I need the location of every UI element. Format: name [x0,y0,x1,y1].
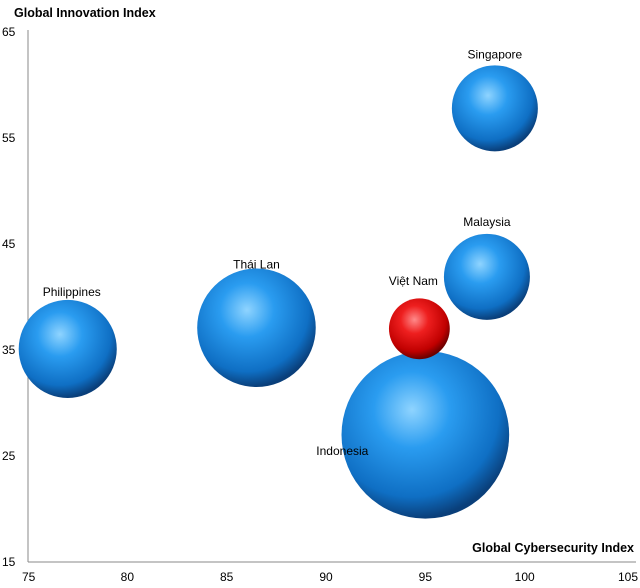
bubble-point [388,298,450,360]
bubble-point [197,268,316,388]
bubble-label: Thái Lan [233,258,280,272]
bubbles: Singapore Malaysia Việt Nam Thái Lan Philipp… [18,47,538,519]
bubble-point [443,233,530,320]
bubble-point [18,299,117,398]
bubble-label: Malaysia [463,215,511,229]
y-tick-label: 65 [2,25,16,39]
x-tick-label: 85 [220,570,234,584]
bubble-point [341,350,510,519]
y-tick-label: 35 [2,343,16,357]
bubble-label: Philippines [43,285,101,299]
x-tick-label: 80 [121,570,135,584]
x-tick-label: 105 [618,570,638,584]
x-axis-title: Global Cybersecurity Index [472,541,634,555]
y-tick-label: 55 [2,131,16,145]
x-tick-label: 75 [22,570,36,584]
x-tick-label: 95 [419,570,433,584]
x-tick-label: 100 [515,570,535,584]
y-tick-label: 15 [2,555,16,569]
x-axis-ticks: 75 80 85 90 95 100 105 [22,570,638,584]
y-tick-label: 45 [2,237,16,251]
y-tick-label: 25 [2,449,16,463]
bubble-label: Indonesia [316,444,368,458]
x-tick-label: 90 [319,570,333,584]
bubble-label: Singapore [468,47,523,61]
y-axis-ticks: 15 25 35 45 55 65 [2,25,16,569]
bubble-label: Việt Nam [389,274,438,288]
y-axis-title: Global Innovation Index [14,6,156,20]
bubble-point [451,65,538,152]
